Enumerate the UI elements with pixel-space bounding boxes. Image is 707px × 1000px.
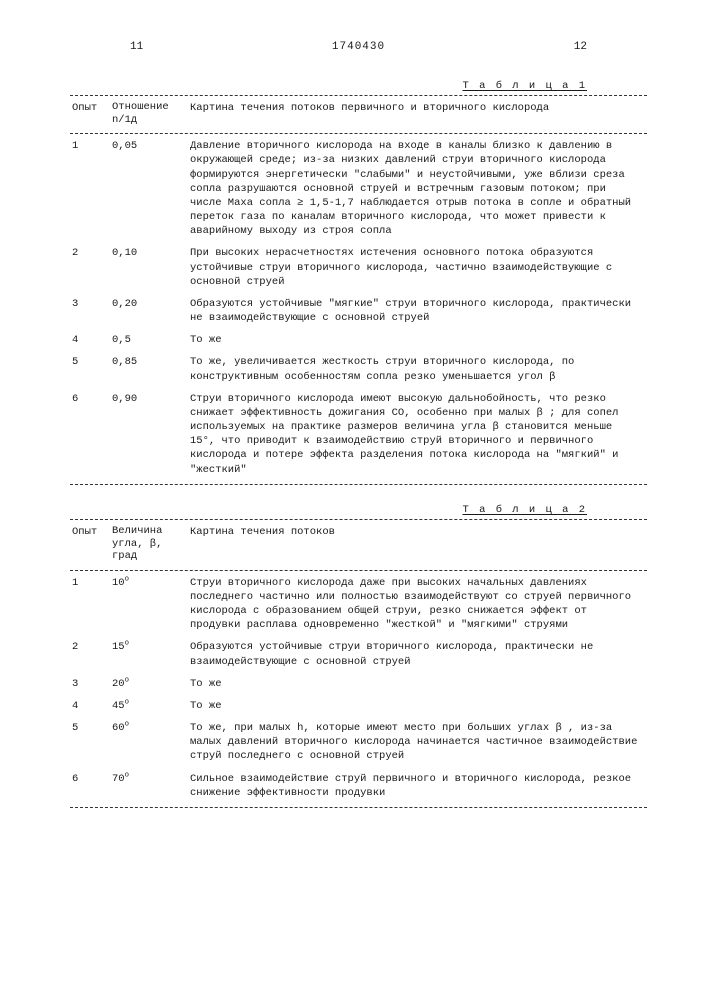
cell-value: 0,05 xyxy=(110,136,188,243)
cell-opyt: 4 xyxy=(70,330,110,352)
table-row: 30,20Образуются устойчивые "мягкие" стру… xyxy=(70,294,647,330)
table-row: 560oТо же, при малых h, которые имеют ме… xyxy=(70,718,647,769)
rule xyxy=(70,570,647,571)
cell-opyt: 5 xyxy=(70,718,110,769)
cell-description: Давление вторичного кислорода на входе в… xyxy=(188,136,647,243)
rule xyxy=(70,133,647,134)
cell-value: 0,10 xyxy=(110,243,188,294)
table-row: 445oТо же xyxy=(70,696,647,718)
cell-value: 70o xyxy=(110,769,188,805)
document-number: 1740430 xyxy=(332,40,385,55)
table-row: 10,05Давление вторичного кислорода на вх… xyxy=(70,136,647,243)
cell-opyt: 1 xyxy=(70,136,110,243)
cell-value: 0,5 xyxy=(110,330,188,352)
page-number-right: 12 xyxy=(574,40,587,55)
col-header-desc: Картина течения потоков xyxy=(188,522,647,568)
cell-opyt: 6 xyxy=(70,389,110,482)
cell-value: 15o xyxy=(110,637,188,673)
cell-value: 0,20 xyxy=(110,294,188,330)
col-header-ratio: Отношениеn/1д xyxy=(110,98,188,131)
table-2-body: 110oСтруи вторичного кислорода даже при … xyxy=(70,573,647,805)
table-1: Т а б л и ц а 1 Опыт Отношениеn/1д Карти… xyxy=(70,79,647,485)
table-row: Опыт Величинаугла, β,град Картина течени… xyxy=(70,522,647,568)
cell-description: Струи вторичного кислорода даже при высо… xyxy=(188,573,647,638)
cell-opyt: 3 xyxy=(70,294,110,330)
table-1-title: Т а б л и ц а 1 xyxy=(70,79,647,93)
cell-description: Сильное взаимодействие струй первичного … xyxy=(188,769,647,805)
table-row: 50,85То же, увеличивается жесткость стру… xyxy=(70,352,647,388)
rule xyxy=(70,484,647,485)
cell-opyt: 6 xyxy=(70,769,110,805)
cell-value: 0,90 xyxy=(110,389,188,482)
col-header-desc: Картина течения потоков первичного и вто… xyxy=(188,98,647,131)
table-1-body: 10,05Давление вторичного кислорода на вх… xyxy=(70,136,647,482)
table-2-grid: Опыт Величинаугла, β,град Картина течени… xyxy=(70,522,647,568)
cell-opyt: 5 xyxy=(70,352,110,388)
cell-description: То же xyxy=(188,674,647,696)
table-2: Т а б л и ц а 2 Опыт Величинаугла, β,гра… xyxy=(70,503,647,808)
page-header: 11 1740430 12 xyxy=(70,40,647,55)
page-number-left: 11 xyxy=(130,40,143,55)
cell-description: При высоких нерасчетностях истечения осн… xyxy=(188,243,647,294)
cell-description: То же xyxy=(188,696,647,718)
rule xyxy=(70,95,647,96)
table-row: 60,90Струи вторичного кислорода имеют вы… xyxy=(70,389,647,482)
table-2-title: Т а б л и ц а 2 xyxy=(70,503,647,517)
cell-opyt: 2 xyxy=(70,637,110,673)
cell-value: 45o xyxy=(110,696,188,718)
table-1-grid: Опыт Отношениеn/1д Картина течения поток… xyxy=(70,98,647,131)
cell-opyt: 4 xyxy=(70,696,110,718)
cell-description: То же, при малых h, которые имеют место … xyxy=(188,718,647,769)
rule xyxy=(70,807,647,808)
cell-description: Образуются устойчивые струи вторичного к… xyxy=(188,637,647,673)
cell-value: 20o xyxy=(110,674,188,696)
rule xyxy=(70,519,647,520)
table-row: 20,10При высоких нерасчетностях истечени… xyxy=(70,243,647,294)
cell-description: То же xyxy=(188,330,647,352)
table-row: 40,5То же xyxy=(70,330,647,352)
cell-description: То же, увеличивается жесткость струи вто… xyxy=(188,352,647,388)
col-header-opyt: Опыт xyxy=(70,522,110,568)
cell-opyt: 1 xyxy=(70,573,110,638)
col-header-angle: Величинаугла, β,град xyxy=(110,522,188,568)
table-row: Опыт Отношениеn/1д Картина течения поток… xyxy=(70,98,647,131)
cell-opyt: 2 xyxy=(70,243,110,294)
cell-value: 0,85 xyxy=(110,352,188,388)
table-row: 320oТо же xyxy=(70,674,647,696)
table-row: 215oОбразуются устойчивые струи вторично… xyxy=(70,637,647,673)
table-row: 670oСильное взаимодействие струй первичн… xyxy=(70,769,647,805)
cell-opyt: 3 xyxy=(70,674,110,696)
cell-description: Образуются устойчивые "мягкие" струи вто… xyxy=(188,294,647,330)
cell-value: 10o xyxy=(110,573,188,638)
cell-value: 60o xyxy=(110,718,188,769)
cell-description: Струи вторичного кислорода имеют высокую… xyxy=(188,389,647,482)
col-header-opyt: Опыт xyxy=(70,98,110,131)
table-row: 110oСтруи вторичного кислорода даже при … xyxy=(70,573,647,638)
